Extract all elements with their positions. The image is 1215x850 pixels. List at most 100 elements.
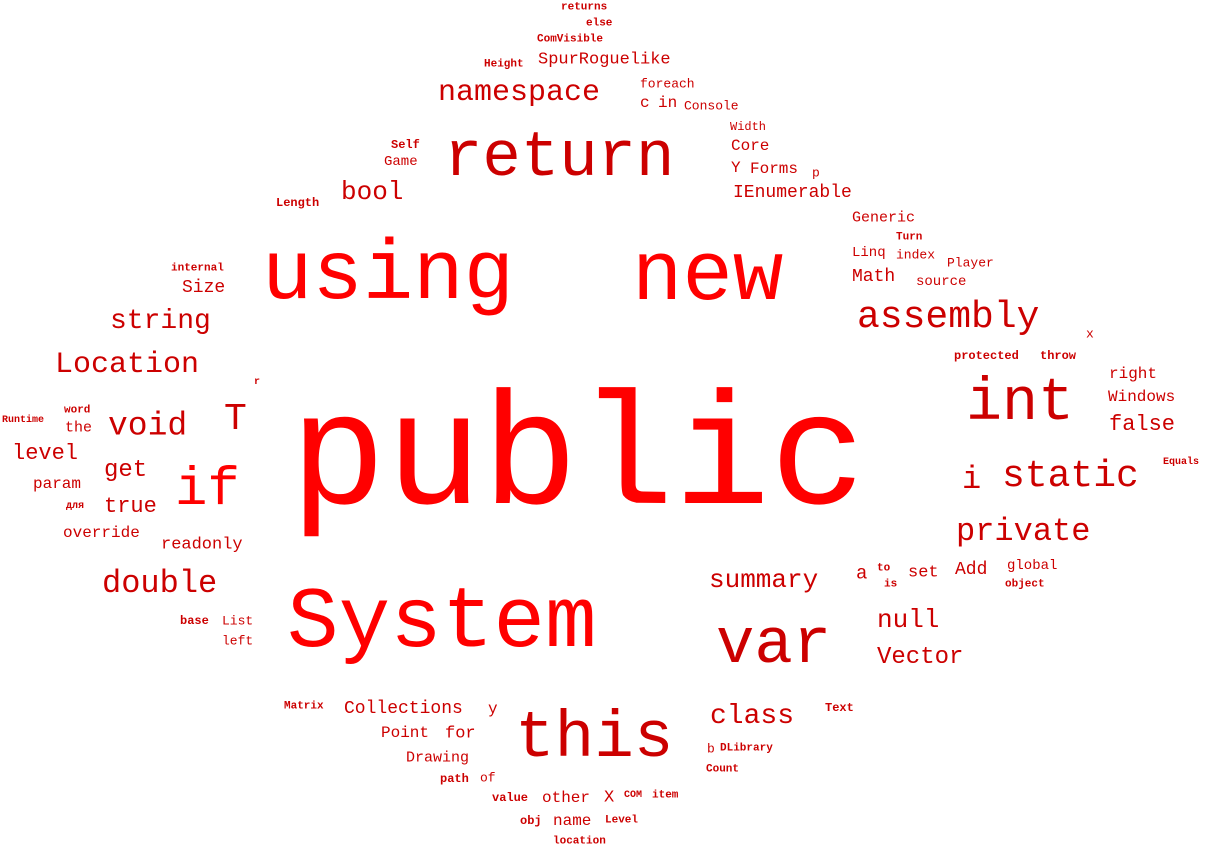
- word-x-lower: x: [1086, 326, 1094, 342]
- word-dlibrary: DLibrary: [720, 742, 773, 755]
- word-windows: Windows: [1108, 388, 1176, 406]
- word-com: COM: [624, 790, 643, 801]
- word-size: Size: [182, 278, 226, 298]
- word-obj: obj: [520, 814, 542, 828]
- word-other: other: [542, 789, 591, 807]
- word-new: new: [632, 230, 784, 325]
- word-base: base: [180, 614, 209, 628]
- word-p: p: [812, 165, 820, 181]
- word-param: param: [33, 475, 82, 493]
- word-c: c: [640, 94, 650, 112]
- word-void: void: [108, 407, 188, 445]
- word-throw: throw: [1040, 349, 1077, 363]
- word-matrix: Matrix: [284, 700, 324, 713]
- word-assembly: assembly: [857, 296, 1040, 339]
- word-readonly: readonly: [161, 535, 243, 555]
- word-false: false: [1109, 412, 1176, 437]
- word-level-upper: Level: [605, 814, 639, 827]
- word-double: double: [102, 565, 218, 602]
- word-if: if: [175, 460, 240, 521]
- word-right: right: [1109, 365, 1158, 383]
- word-location-lower: location: [553, 835, 606, 848]
- word-console: Console: [684, 98, 739, 114]
- word-of: of: [480, 770, 496, 786]
- word-summary: summary: [709, 565, 819, 595]
- word-length: Length: [276, 196, 320, 210]
- word-t: T: [224, 398, 247, 441]
- word-class: class: [710, 701, 795, 732]
- word-text: Text: [825, 701, 854, 715]
- word-point: Point: [381, 724, 430, 742]
- word-bool: bool: [341, 177, 404, 207]
- word-a: a: [856, 562, 868, 585]
- word-comvisible: ComVisible: [537, 33, 604, 46]
- word-left: left: [222, 633, 254, 649]
- word-runtime: Runtime: [2, 415, 45, 426]
- word-return: return: [444, 123, 675, 195]
- word-in: in: [658, 94, 678, 112]
- word-generic: Generic: [852, 209, 916, 227]
- word-this: this: [515, 701, 674, 776]
- word-turn: Turn: [896, 231, 923, 244]
- word-word: word: [64, 404, 91, 417]
- word-vector: Vector: [877, 644, 964, 671]
- word-equals: Equals: [1163, 457, 1200, 468]
- word-i: i: [962, 461, 982, 498]
- word-drawing: Drawing: [406, 749, 470, 767]
- word-location: Location: [55, 348, 200, 382]
- word-override: override: [63, 524, 140, 542]
- word-for: for: [445, 724, 476, 744]
- word-value: value: [492, 791, 529, 805]
- word-using: using: [262, 229, 515, 324]
- word-string: string: [110, 306, 211, 337]
- word-get: get: [104, 457, 148, 484]
- word-foreach: foreach: [640, 76, 695, 92]
- word-linq: Linq: [852, 245, 886, 261]
- word-global: global: [1007, 558, 1058, 574]
- word-name: name: [553, 812, 592, 830]
- word-returns: returns: [561, 1, 608, 14]
- word-public: public: [290, 371, 867, 552]
- word-list: List: [222, 613, 254, 629]
- word-x-upper: X: [604, 788, 615, 808]
- word-level: level: [12, 441, 79, 466]
- word-add: Add: [955, 560, 988, 580]
- word-else: else: [586, 17, 613, 30]
- word-r: r: [254, 377, 261, 388]
- word-internal: internal: [171, 262, 224, 275]
- word-dlya: для: [66, 501, 85, 512]
- word-var: var: [716, 610, 832, 682]
- word-ienumerable: IEnumerable: [733, 183, 852, 203]
- word-math: Math: [852, 267, 896, 287]
- word-path: path: [440, 772, 469, 786]
- word-spurroguelike: SpurRoguelike: [538, 50, 671, 70]
- word-core: Core: [731, 137, 770, 155]
- word-height: Height: [484, 58, 524, 71]
- word-self: Self: [391, 138, 420, 152]
- word-index: index: [896, 247, 936, 263]
- word-int: int: [966, 370, 1075, 438]
- word-protected: protected: [954, 349, 1019, 363]
- word-forms: Forms: [750, 160, 799, 178]
- word-y-lower: y: [488, 700, 498, 718]
- word-width: Width: [730, 120, 767, 134]
- word-count: Count: [706, 763, 740, 776]
- word-object: object: [1005, 578, 1045, 591]
- word-b: b: [707, 741, 715, 757]
- word-system: System: [287, 574, 597, 672]
- word-the: the: [65, 419, 93, 437]
- word-game: Game: [384, 154, 418, 170]
- word-is: is: [884, 578, 898, 591]
- word-collections: Collections: [344, 699, 463, 719]
- word-source: source: [916, 274, 967, 290]
- word-null: null: [877, 605, 940, 635]
- word-item: item: [652, 789, 679, 802]
- word-private: private: [956, 513, 1091, 550]
- word-static: static: [1002, 455, 1139, 498]
- word-set: set: [908, 563, 939, 583]
- word-player: Player: [947, 255, 994, 271]
- word-to: to: [877, 562, 891, 575]
- word-namespace: namespace: [438, 76, 601, 110]
- word-true: true: [104, 494, 157, 519]
